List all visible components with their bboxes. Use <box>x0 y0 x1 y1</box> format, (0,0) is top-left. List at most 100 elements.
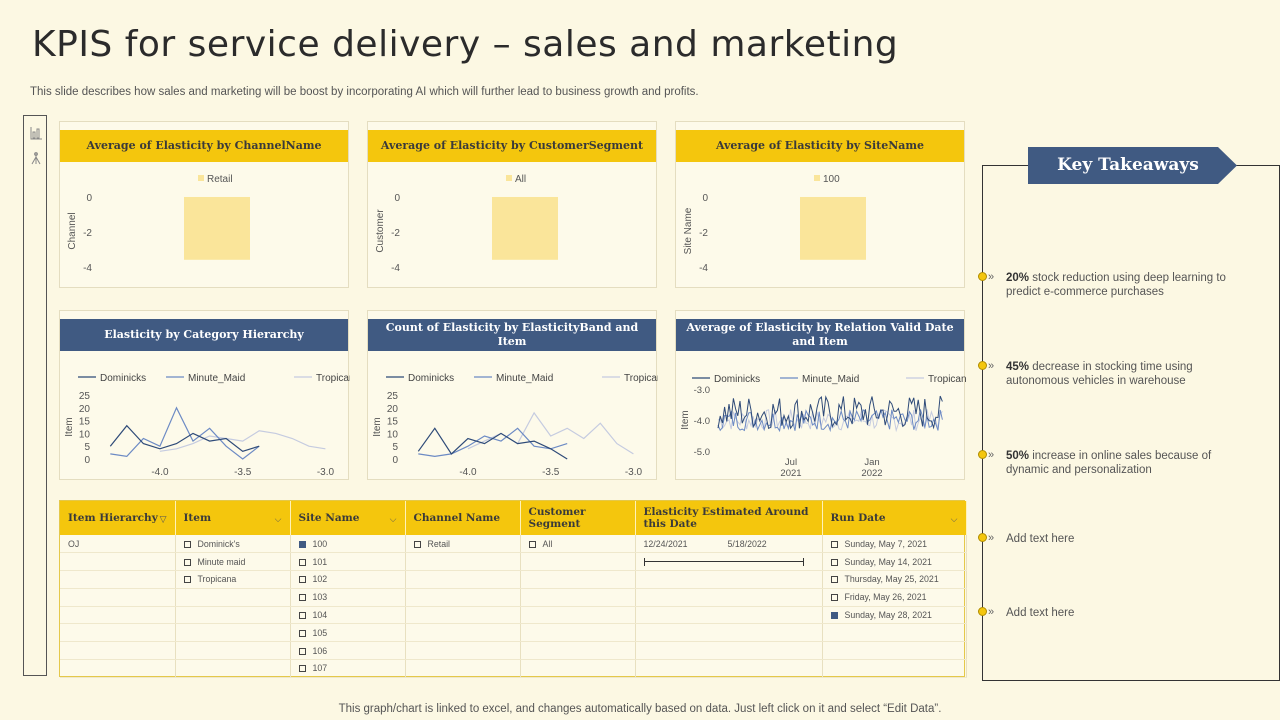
takeaway-text: 50% increase in online sales because of … <box>1006 450 1212 476</box>
legend-label: Minute_Maid <box>188 373 245 384</box>
chart-card-channel[interactable]: Average of Elasticity by ChannelName Ret… <box>59 121 349 288</box>
series-line-dominicks <box>109 424 260 452</box>
checkbox[interactable] <box>183 540 191 548</box>
bar-chart-icon[interactable] <box>29 126 43 140</box>
col-item[interactable]: Item ⌵ <box>175 501 291 535</box>
sort-down-icon[interactable]: ▽ <box>159 515 167 525</box>
cell-item[interactable]: Dominick's <box>175 535 291 554</box>
cell-run-date <box>822 641 967 661</box>
cell-customer-segment <box>520 570 636 589</box>
y-tick-label: 0 <box>392 455 398 466</box>
cell-run-date[interactable]: Thursday, May 25, 2021 <box>822 570 967 589</box>
date-range-slider[interactable] <box>643 557 804 566</box>
chart-card-valid-date[interactable]: Average of Elasticity by Relation Valid … <box>675 310 966 480</box>
y-tick-label: -2 <box>699 228 708 239</box>
checkbox[interactable] <box>298 612 306 620</box>
y-tick-label: -5.0 <box>694 447 710 458</box>
checkbox-label: 100 <box>312 538 328 549</box>
chevron-down-icon[interactable]: ⌵ <box>274 515 282 525</box>
checkbox[interactable] <box>830 558 838 566</box>
checkbox[interactable] <box>298 647 306 655</box>
checkbox-label: Retail <box>427 538 451 549</box>
checkbox[interactable] <box>183 558 191 566</box>
checkbox[interactable] <box>413 540 421 548</box>
tree-icon[interactable] <box>29 152 43 166</box>
col-customer-segment: Customer Segment <box>520 501 636 535</box>
y-axis-label: Site Name <box>683 207 694 254</box>
cell-item <box>175 623 291 643</box>
checkbox[interactable] <box>830 612 838 620</box>
col-run-date[interactable]: Run Date ⌵ <box>822 501 967 535</box>
cell-item-hierarchy <box>60 606 176 625</box>
chart-card-elasticity-band[interactable]: Count of Elasticity by ElasticityBand an… <box>367 310 658 480</box>
checkbox[interactable] <box>298 540 306 548</box>
y-tick-label: 0 <box>84 455 90 466</box>
checkbox[interactable] <box>528 540 536 548</box>
col-site-name[interactable]: Site Name ⌵ <box>290 501 406 535</box>
cell-run-date[interactable]: Friday, May 26, 2021 <box>822 588 967 607</box>
cell-site-name[interactable]: 102 <box>290 570 406 589</box>
chart-card-category-hierarchy[interactable]: Elasticity by Category Hierarchy Dominic… <box>59 310 350 480</box>
y-tick-label: -4 <box>391 263 400 274</box>
cell-channel-name <box>405 623 521 643</box>
y-tick-label: 10 <box>387 429 399 440</box>
cell-elasticity-date <box>635 606 823 625</box>
checkbox[interactable] <box>830 594 838 602</box>
double-chevron-right-icon: » <box>988 360 995 372</box>
checkbox-label: Sunday, May 14, 2021 <box>844 556 932 567</box>
series-line-dominicks <box>717 395 943 430</box>
checkbox-label: 107 <box>312 663 328 674</box>
cell-site-name[interactable]: 106 <box>290 641 406 661</box>
cell-site-name[interactable]: 103 <box>290 588 406 607</box>
double-chevron-right-icon: » <box>988 532 995 544</box>
checkbox[interactable] <box>298 665 306 673</box>
col-item-hierarchy[interactable]: Item Hierarchy ▽ <box>60 501 176 535</box>
double-chevron-right-icon: » <box>988 271 995 283</box>
cell-site-name[interactable]: 105 <box>290 623 406 643</box>
cell-site-name[interactable]: 107 <box>290 659 406 678</box>
checkbox[interactable] <box>298 576 306 584</box>
cell-site-name[interactable]: 100 <box>290 535 406 554</box>
cell-item[interactable]: Minute maid <box>175 552 291 572</box>
x-tick-label: 2022 <box>861 468 882 479</box>
footer-note: This graph/chart is linked to excel, and… <box>338 703 942 715</box>
series-line-dominicks <box>417 427 568 460</box>
cell-site-name[interactable]: 101 <box>290 552 406 572</box>
y-tick-label: -2 <box>83 228 92 239</box>
checkbox-label: 106 <box>312 645 328 656</box>
legend-label: Tropicana <box>624 373 658 384</box>
takeaway-highlight: 45% <box>1006 361 1030 373</box>
cell-elasticity-date[interactable] <box>635 552 823 572</box>
cell-elasticity-date[interactable]: 12/24/2021 5/18/2022 <box>635 535 823 554</box>
chart-card-site[interactable]: Average of Elasticity by SiteName 100 0 -2… <box>675 121 965 288</box>
checkbox[interactable] <box>830 540 838 548</box>
cell-channel-name[interactable]: Retail <box>405 535 521 554</box>
cell-item-hierarchy <box>60 588 176 607</box>
chevron-down-icon[interactable]: ⌵ <box>950 515 958 525</box>
y-tick-label: 15 <box>387 417 399 428</box>
y-axis-label: Item <box>372 417 383 436</box>
cell-run-date[interactable]: Sunday, May 28, 2021 <box>822 606 967 625</box>
date-start: 12/24/2021 <box>643 538 688 549</box>
series-line-minute-maid <box>110 406 260 460</box>
bar-chart: 100 0 -2 -4 Site Name <box>683 174 866 274</box>
chart-card-customer[interactable]: Average of Elasticity by CustomerSegment… <box>367 121 657 288</box>
header-label: Channel Name <box>413 512 501 524</box>
checkbox[interactable] <box>183 576 191 584</box>
cell-site-name[interactable]: 104 <box>290 606 406 625</box>
takeaway-text: 45% decrease in stocking time using auto… <box>1006 361 1193 387</box>
cell-run-date[interactable]: Sunday, May 7, 2021 <box>822 535 967 554</box>
col-elasticity-date: Elasticity Estimated Around this Date <box>635 501 823 535</box>
cell-item-hierarchy[interactable]: OJ <box>60 535 176 554</box>
chevron-down-icon[interactable]: ⌵ <box>389 515 397 525</box>
cell-customer-segment[interactable]: All <box>520 535 636 554</box>
checkbox[interactable] <box>298 594 306 602</box>
x-tick-label: -3.5 <box>234 467 252 478</box>
checkbox[interactable] <box>830 576 838 584</box>
cell-run-date[interactable]: Sunday, May 14, 2021 <box>822 552 967 572</box>
checkbox[interactable] <box>298 629 306 637</box>
cell-elasticity-date <box>635 623 823 643</box>
cell-item[interactable]: Tropicana <box>175 570 291 589</box>
checkbox[interactable] <box>298 558 306 566</box>
